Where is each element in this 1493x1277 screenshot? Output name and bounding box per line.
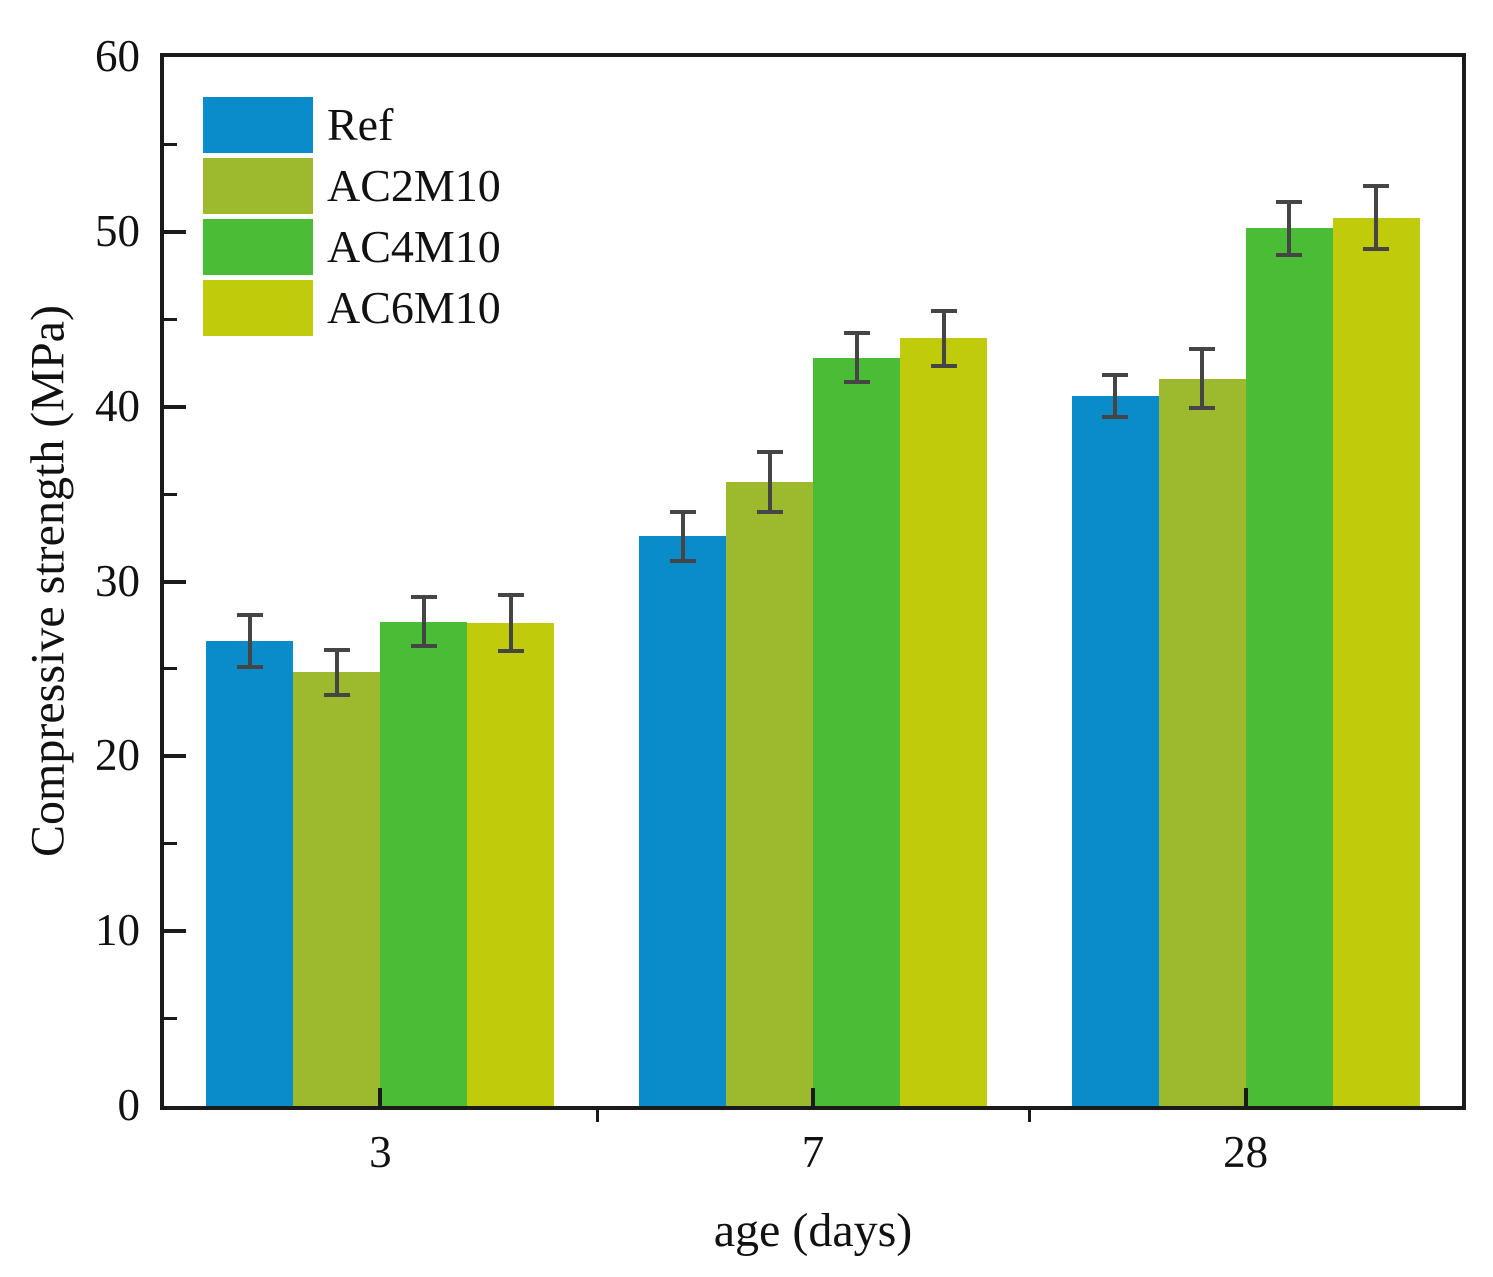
- error-bar-cap-bottom: [497, 649, 524, 654]
- error-bar-cap-bottom: [1189, 406, 1216, 411]
- y-major-tick: [164, 579, 186, 584]
- bar-AC2M10-28: [1158, 378, 1246, 1106]
- bar-AC4M10-7: [813, 357, 900, 1106]
- x-major-tick: [378, 1088, 383, 1106]
- bar-AC6M10-3: [467, 623, 555, 1106]
- error-bar-cap-top: [669, 509, 696, 514]
- legend-swatch-AC4M10: [203, 219, 313, 275]
- y-minor-tick: [164, 492, 177, 496]
- error-bar-cap-bottom: [236, 665, 263, 670]
- error-bar-cap-top: [1102, 373, 1129, 378]
- x-boundary-tick: [1028, 1110, 1032, 1122]
- y-tick-label: 50: [95, 205, 140, 256]
- error-bar-cap-top: [1276, 200, 1303, 205]
- y-tick-label: 30: [95, 555, 140, 606]
- legend-swatch-AC6M10: [203, 280, 313, 336]
- y-minor-tick: [164, 667, 177, 671]
- error-bar-cap-top: [756, 450, 783, 455]
- legend-item-AC4M10: AC4M10: [203, 219, 501, 275]
- y-major-tick: [164, 404, 186, 409]
- error-bar-cap-bottom: [1276, 252, 1303, 257]
- legend-swatch-Ref: [203, 97, 313, 153]
- x-axis-title: age (days): [713, 1204, 913, 1257]
- error-bar-cap-bottom: [930, 364, 957, 369]
- error-bar-cap-top: [323, 647, 350, 652]
- bar-AC2M10-3: [293, 672, 381, 1106]
- error-bar-line: [854, 333, 859, 383]
- bar-AC2M10-7: [726, 481, 813, 1106]
- error-bar-cap-bottom: [1363, 247, 1390, 252]
- y-tick-label: 10: [95, 905, 140, 956]
- legend-label-AC2M10: AC2M10: [327, 160, 501, 211]
- y-tick-label: 0: [117, 1079, 141, 1130]
- y-tick-label: 40: [95, 380, 140, 431]
- error-bar-cap-top: [497, 593, 524, 598]
- y-tick-label: 60: [95, 30, 140, 81]
- legend-swatch-AC2M10: [203, 158, 313, 214]
- y-major-tick: [164, 229, 186, 234]
- legend-label-AC6M10: AC6M10: [327, 282, 501, 333]
- error-bar-line: [421, 597, 426, 647]
- y-minor-tick: [164, 842, 177, 846]
- error-bar-line: [941, 310, 946, 367]
- error-bar-cap-top: [1189, 346, 1216, 351]
- x-boundary-tick: [595, 1110, 599, 1122]
- error-bar-line: [1113, 375, 1118, 418]
- y-minor-tick: [164, 1017, 177, 1021]
- error-bar-line: [508, 595, 513, 652]
- bar-AC6M10-7: [900, 338, 987, 1106]
- error-bar-cap-bottom: [410, 644, 437, 649]
- plot-area: Ref AC2M10 AC4M10 AC6M10: [160, 53, 1466, 1110]
- error-bar-cap-top: [236, 612, 263, 617]
- legend-label-Ref: Ref: [327, 99, 394, 150]
- legend-item-AC2M10: AC2M10: [203, 158, 501, 214]
- y-minor-tick: [164, 317, 177, 321]
- bar-Ref-7: [639, 536, 726, 1106]
- x-tick-label: 7: [801, 1127, 825, 1177]
- error-bar-line: [1200, 348, 1205, 409]
- x-major-tick: [811, 1088, 815, 1106]
- error-bar-line: [1374, 186, 1379, 250]
- x-tick-label: 3: [369, 1127, 392, 1177]
- y-minor-tick: [164, 142, 177, 146]
- legend-item-Ref: Ref: [203, 97, 501, 153]
- error-bar-line: [1287, 202, 1292, 255]
- error-bar-cap-top: [843, 331, 870, 336]
- bar-AC4M10-28: [1245, 228, 1333, 1106]
- error-bar-cap-top: [410, 595, 437, 600]
- x-major-tick: [1243, 1088, 1248, 1106]
- error-bar-cap-bottom: [1102, 415, 1129, 420]
- error-bar-line: [334, 649, 339, 696]
- bar-Ref-28: [1071, 396, 1159, 1106]
- error-bar-cap-top: [1363, 184, 1390, 189]
- error-bar-cap-bottom: [323, 693, 350, 698]
- legend-label-AC4M10: AC4M10: [327, 221, 501, 272]
- error-bar-cap-bottom: [669, 558, 696, 563]
- y-tick-label: 20: [95, 730, 140, 781]
- x-tick-label: 28: [1223, 1127, 1269, 1177]
- legend-item-AC6M10: AC6M10: [203, 280, 501, 336]
- y-major-tick: [164, 929, 186, 934]
- error-bar-line: [767, 452, 772, 512]
- error-bar-cap-bottom: [843, 380, 870, 385]
- error-bar-cap-top: [930, 308, 957, 313]
- bar-AC4M10-3: [380, 621, 468, 1106]
- error-bar-line: [247, 614, 252, 668]
- error-bar-cap-bottom: [756, 509, 783, 514]
- y-major-tick: [164, 754, 186, 759]
- bar-AC6M10-28: [1332, 217, 1420, 1106]
- bar-Ref-3: [206, 640, 294, 1106]
- error-bar-line: [680, 511, 685, 561]
- legend: Ref AC2M10 AC4M10 AC6M10: [203, 97, 501, 336]
